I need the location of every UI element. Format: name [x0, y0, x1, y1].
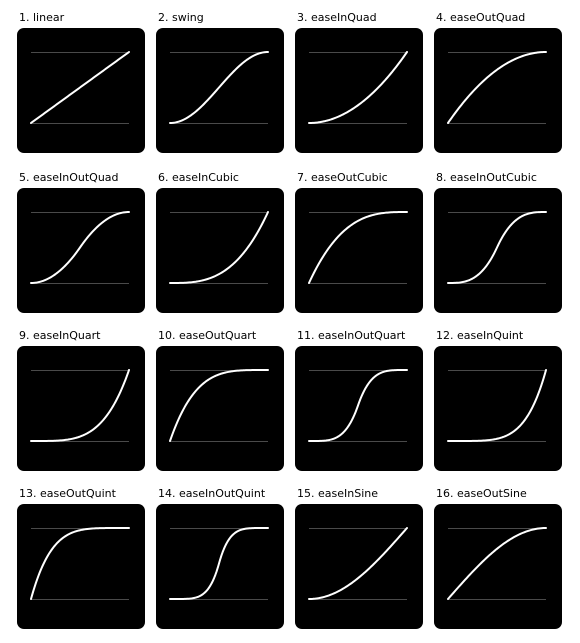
- easing-cell-easeInQuint: 12. easeInQuint: [434, 329, 574, 484]
- easing-graph-tile: [434, 504, 562, 629]
- easing-graph-tile: [17, 346, 145, 471]
- easing-label: 14. easeInOutQuint: [158, 487, 266, 500]
- easing-curve: [30, 211, 130, 284]
- easing-label: 11. easeInOutQuart: [297, 329, 406, 342]
- easing-graph: [30, 51, 130, 124]
- easing-graph-tile: [434, 346, 562, 471]
- easing-cell-easeInOutCubic: 8. easeInOutCubic: [434, 171, 574, 326]
- easing-curve: [447, 527, 547, 600]
- easing-cell-easeOutCubic: 7. easeOutCubic: [295, 171, 435, 326]
- easing-cell-easeInQuart: 9. easeInQuart: [17, 329, 157, 484]
- easing-label: 13. easeOutQuint: [19, 487, 116, 500]
- easing-label: 6. easeInCubic: [158, 171, 239, 184]
- easing-curve: [30, 527, 130, 600]
- easing-graph-tile: [17, 504, 145, 629]
- easing-graph-tile: [434, 28, 562, 153]
- easing-curve: [30, 51, 130, 124]
- easing-cell-swing: 2. swing: [156, 11, 296, 166]
- easing-curve: [169, 527, 269, 600]
- easing-cell-easeInOutQuint: 14. easeInOutQuint: [156, 487, 296, 642]
- easing-graph: [447, 211, 547, 284]
- easing-cell-easeOutQuad: 4. easeOutQuad: [434, 11, 574, 166]
- easing-label: 12. easeInQuint: [436, 329, 524, 342]
- easing-cell-easeInQuad: 3. easeInQuad: [295, 11, 435, 166]
- easing-curve: [30, 369, 130, 442]
- easing-graph: [169, 369, 269, 442]
- easing-label: 2. swing: [158, 11, 204, 24]
- easing-graph: [308, 211, 408, 284]
- easing-graph: [30, 369, 130, 442]
- easing-graph-tile: [295, 188, 423, 313]
- easing-graph: [30, 527, 130, 600]
- easing-curve: [308, 211, 408, 284]
- easing-cell-easeInCubic: 6. easeInCubic: [156, 171, 296, 326]
- easing-graph: [308, 369, 408, 442]
- easing-label: 9. easeInQuart: [19, 329, 101, 342]
- easing-graph-tile: [156, 346, 284, 471]
- easing-curve: [308, 369, 408, 442]
- easing-graph-tile: [17, 188, 145, 313]
- easing-cell-easeInSine: 15. easeInSine: [295, 487, 435, 642]
- easing-label: 5. easeInOutQuad: [19, 171, 119, 184]
- easing-curve: [308, 51, 408, 124]
- easing-cell-easeOutQuint: 13. easeOutQuint: [17, 487, 157, 642]
- easing-graph-tile: [295, 28, 423, 153]
- easing-graph: [30, 211, 130, 284]
- easing-graph-tile: [295, 504, 423, 629]
- easing-curve: [447, 211, 547, 284]
- easing-curve: [447, 51, 547, 124]
- easing-label: 7. easeOutCubic: [297, 171, 388, 184]
- easing-graph: [169, 51, 269, 124]
- easing-label: 1. linear: [19, 11, 65, 24]
- easing-label: 10. easeOutQuart: [158, 329, 257, 342]
- easing-label: 16. easeOutSine: [436, 487, 527, 500]
- easing-graph-tile: [156, 28, 284, 153]
- easing-graph: [447, 51, 547, 124]
- easing-cell-easeInOutQuad: 5. easeInOutQuad: [17, 171, 157, 326]
- easing-graph: [447, 369, 547, 442]
- easing-curve: [169, 211, 269, 284]
- easing-graph-tile: [434, 188, 562, 313]
- easing-graph: [447, 527, 547, 600]
- easing-label: 4. easeOutQuad: [436, 11, 526, 24]
- easing-graph-tile: [295, 346, 423, 471]
- easing-graph: [308, 51, 408, 124]
- easing-graph-tile: [156, 188, 284, 313]
- easing-graph-tile: [156, 504, 284, 629]
- easing-graph: [169, 211, 269, 284]
- easing-curve: [169, 51, 269, 124]
- easing-cell-easeInOutQuart: 11. easeInOutQuart: [295, 329, 435, 484]
- easing-graph: [169, 527, 269, 600]
- easing-graph: [308, 527, 408, 600]
- easing-cell-linear: 1. linear: [17, 11, 157, 166]
- easing-label: 3. easeInQuad: [297, 11, 377, 24]
- easing-graph-tile: [17, 28, 145, 153]
- easing-curve: [308, 527, 408, 600]
- easing-label: 8. easeInOutCubic: [436, 171, 537, 184]
- easing-curve: [169, 369, 269, 442]
- easing-label: 15. easeInSine: [297, 487, 378, 500]
- easing-cell-easeOutQuart: 10. easeOutQuart: [156, 329, 296, 484]
- easing-cell-easeOutSine: 16. easeOutSine: [434, 487, 574, 642]
- easing-curve: [447, 369, 547, 442]
